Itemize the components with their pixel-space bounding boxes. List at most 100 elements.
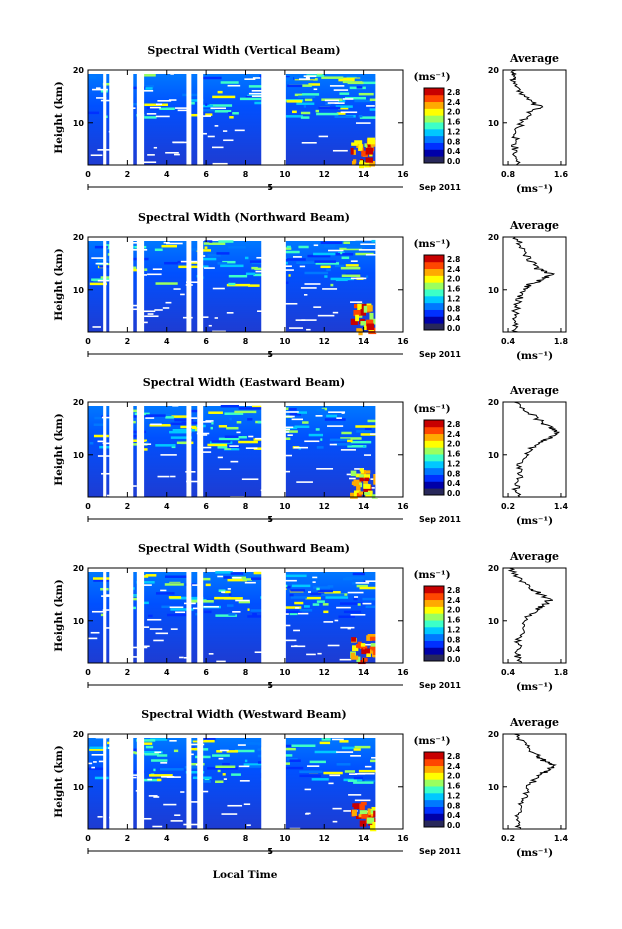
heatmap-missing <box>304 788 312 791</box>
colorbar-tick-label: 0.8 <box>447 304 460 313</box>
heatmap-missing <box>192 584 200 586</box>
heatmap-cell <box>322 603 329 606</box>
heatmap-cell <box>299 609 313 612</box>
heatmap-cell <box>284 610 302 614</box>
heatmap-cell <box>360 309 367 316</box>
heatmap-missing <box>138 645 150 648</box>
heatmap-cell <box>199 265 209 268</box>
heatmap-cell <box>364 477 370 482</box>
x-tick-label: 6 <box>203 170 209 179</box>
heatmap-cell <box>144 268 148 271</box>
x-tick-label: 14 <box>358 337 370 346</box>
heatmap-cell <box>341 274 361 278</box>
data-gap <box>186 568 192 664</box>
data-gap <box>261 237 286 333</box>
heatmap-missing <box>177 109 189 112</box>
heatmap-cell <box>320 438 323 441</box>
y-axis-title: Height (km) <box>53 579 65 651</box>
y-tick-label: 10 <box>73 783 85 792</box>
heatmap-cell <box>324 418 346 421</box>
heatmap-missing <box>218 757 224 760</box>
heatmap-missing <box>175 107 189 109</box>
heatmap-cell <box>346 246 365 249</box>
data-gap <box>375 70 403 166</box>
heatmap-cell <box>367 144 372 149</box>
heatmap-missing <box>306 328 311 331</box>
data-gap <box>109 402 134 498</box>
heatmap-cell <box>350 440 372 444</box>
heatmap-cell <box>166 613 188 617</box>
heatmap-cell <box>282 766 304 770</box>
heatmap-missing <box>241 478 259 481</box>
heatmap-missing <box>163 803 177 806</box>
heatmap-cell <box>245 272 256 276</box>
colorbar: 0.00.40.81.21.62.02.42.8 <box>423 751 460 830</box>
heatmap-cell <box>292 110 297 114</box>
heatmap-cell <box>356 492 362 497</box>
data-gap <box>103 402 107 498</box>
heatmap-cell <box>302 93 320 96</box>
average-profile: Average 10 20 0.2 1.4(ms⁻¹) <box>488 384 569 527</box>
x-tick-label: 8 <box>243 834 249 843</box>
heatmap-missing <box>201 434 208 436</box>
heatmap-cell <box>353 776 363 780</box>
heatmap-missing <box>306 765 320 767</box>
heatmap-cell <box>367 419 383 423</box>
y-tick-label: 20 <box>73 730 85 739</box>
heatmap-cell <box>314 260 336 263</box>
heatmap-cell <box>207 767 229 770</box>
data-gap <box>136 402 145 498</box>
heatmap-cell <box>212 95 236 99</box>
heatmap-cell <box>354 78 378 81</box>
colorbar-swatch <box>424 88 444 96</box>
heatmap-cell <box>144 753 159 756</box>
colorbar-tick-label: 2.4 <box>447 265 460 274</box>
spectral-panel-4: Spectral Width (Westward Beam) 0 2 4 6 8 10 12 1… <box>53 708 568 859</box>
heatmap-missing <box>301 319 317 321</box>
heatmap-cell <box>208 242 226 245</box>
heatmap-missing <box>92 326 101 328</box>
heatmap-missing <box>332 807 342 810</box>
y-tick-label: 10 <box>73 286 85 295</box>
colorbar-tick-label: 0.4 <box>447 479 460 488</box>
colorbar-swatch <box>424 128 444 137</box>
heatmap-missing <box>175 611 186 614</box>
heatmap-cell <box>145 414 166 417</box>
heatmap-cell <box>215 780 224 784</box>
heatmap-cell <box>316 408 325 412</box>
heatmap-missing <box>289 327 304 329</box>
colorbar-swatch <box>424 156 444 164</box>
colorbar-tick-label: 0.0 <box>447 821 460 830</box>
date-label: Sep 2011 <box>419 847 461 856</box>
colorbar-tick-label: 0.8 <box>447 635 460 644</box>
heatmap-missing <box>333 89 349 91</box>
colorbar-swatch <box>424 606 444 614</box>
heatmap-missing <box>174 814 181 816</box>
heatmap-cell <box>195 737 216 741</box>
heatmap-cell <box>357 641 362 649</box>
heatmap-cell <box>329 438 351 442</box>
heatmap-cell <box>357 303 364 311</box>
average-x-title: (ms⁻¹) <box>516 350 553 362</box>
heatmap-cell <box>313 586 331 589</box>
x-tick-label: 12 <box>319 170 330 179</box>
heatmap-cell <box>176 441 190 445</box>
heatmap-cell <box>207 254 221 257</box>
heatmap-cell <box>350 470 357 477</box>
heatmap-cell <box>286 100 303 103</box>
heatmap-missing <box>207 135 215 138</box>
x-tick-label: 14 <box>358 834 370 843</box>
heatmap-cell <box>360 468 364 474</box>
heatmap-missing <box>133 774 138 776</box>
heatmap-missing <box>155 103 163 106</box>
heatmap-cell <box>294 76 316 80</box>
colorbar-swatch <box>424 275 444 283</box>
heatmap-cell <box>238 435 247 439</box>
x-tick-label: 4 <box>164 834 170 843</box>
heatmap-missing <box>327 425 344 427</box>
heatmap-missing <box>169 740 177 742</box>
heatmap-cell <box>160 768 184 771</box>
heatmap-cell <box>352 645 359 652</box>
heatmap-missing <box>292 256 302 258</box>
heatmap-cell <box>173 749 179 753</box>
